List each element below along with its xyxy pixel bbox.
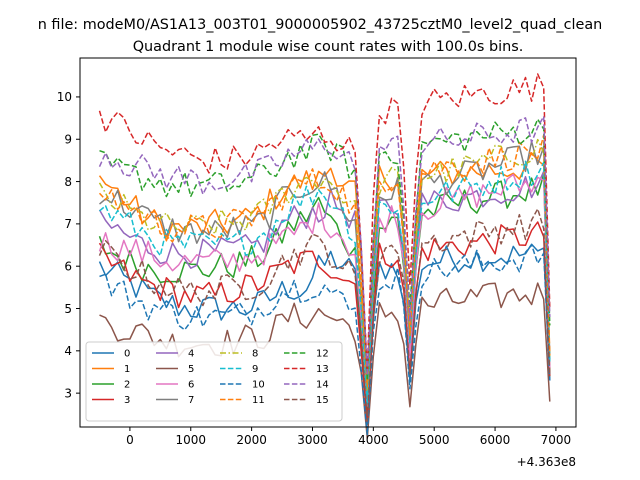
axes-frame — [79, 57, 577, 428]
y-tick-label: 5 — [64, 302, 72, 316]
legend-box — [85, 341, 343, 422]
legend-label-7: 7 — [188, 395, 194, 406]
legend-label-0: 0 — [124, 349, 130, 360]
figure-suptitle: n file: modeM0/AS1A13_003T01_9000005902_… — [38, 17, 603, 33]
x-tick-label: 7000 — [541, 433, 572, 447]
legend-label-2: 2 — [124, 380, 130, 391]
y-tick-label: 8 — [64, 175, 72, 189]
x-tick-label: 5000 — [419, 433, 450, 447]
x-offset-label: +4.363e8 — [517, 455, 576, 469]
x-tick-label: 6000 — [480, 433, 511, 447]
legend-label-8: 8 — [252, 349, 258, 360]
chart-title: Quadrant 1 module wise count rates with … — [133, 39, 524, 55]
y-tick-label: 9 — [64, 133, 72, 147]
legend-label-15: 15 — [316, 395, 329, 406]
series-line-15 — [98, 208, 551, 422]
series-line-4 — [98, 170, 551, 402]
series-line-11 — [98, 134, 551, 388]
x-tick-label: 1000 — [175, 433, 206, 447]
legend-label-13: 13 — [316, 364, 329, 375]
legend-label-1: 1 — [124, 364, 130, 375]
legend-label-9: 9 — [252, 364, 258, 375]
y-tick-label: 3 — [64, 386, 72, 400]
legend-label-6: 6 — [188, 380, 194, 391]
legend-label-10: 10 — [252, 380, 265, 391]
series-line-2 — [98, 173, 551, 415]
legend-label-11: 11 — [252, 395, 265, 406]
x-tick-label: 4000 — [358, 433, 389, 447]
legend-label-3: 3 — [124, 395, 130, 406]
series-line-12 — [99, 118, 551, 382]
series-line-14 — [98, 115, 551, 377]
series-line-6 — [98, 173, 551, 407]
y-tick-label: 6 — [64, 259, 72, 273]
series-line-10 — [99, 244, 551, 436]
legend-label-4: 4 — [188, 349, 194, 360]
series-line-3 — [98, 221, 551, 423]
legend-label-14: 14 — [316, 380, 329, 391]
y-tick-label: 10 — [57, 90, 72, 104]
x-tick-label: 0 — [126, 433, 134, 447]
y-axis: 3 4 5 6 7 8 9 10 — [57, 90, 80, 400]
y-tick-label: 7 — [64, 217, 72, 231]
x-tick-label: 2000 — [236, 433, 267, 447]
legend-label-12: 12 — [316, 349, 329, 360]
series-line-13 — [98, 73, 551, 372]
series-line-9 — [99, 160, 551, 406]
x-tick-label: 3000 — [297, 433, 328, 447]
x-axis: 0 1000 2000 3000 4000 5000 6000 7000 — [126, 427, 571, 447]
series-line-8 — [98, 138, 551, 392]
legend-label-5: 5 — [188, 364, 194, 375]
y-tick-label: 4 — [64, 344, 72, 358]
